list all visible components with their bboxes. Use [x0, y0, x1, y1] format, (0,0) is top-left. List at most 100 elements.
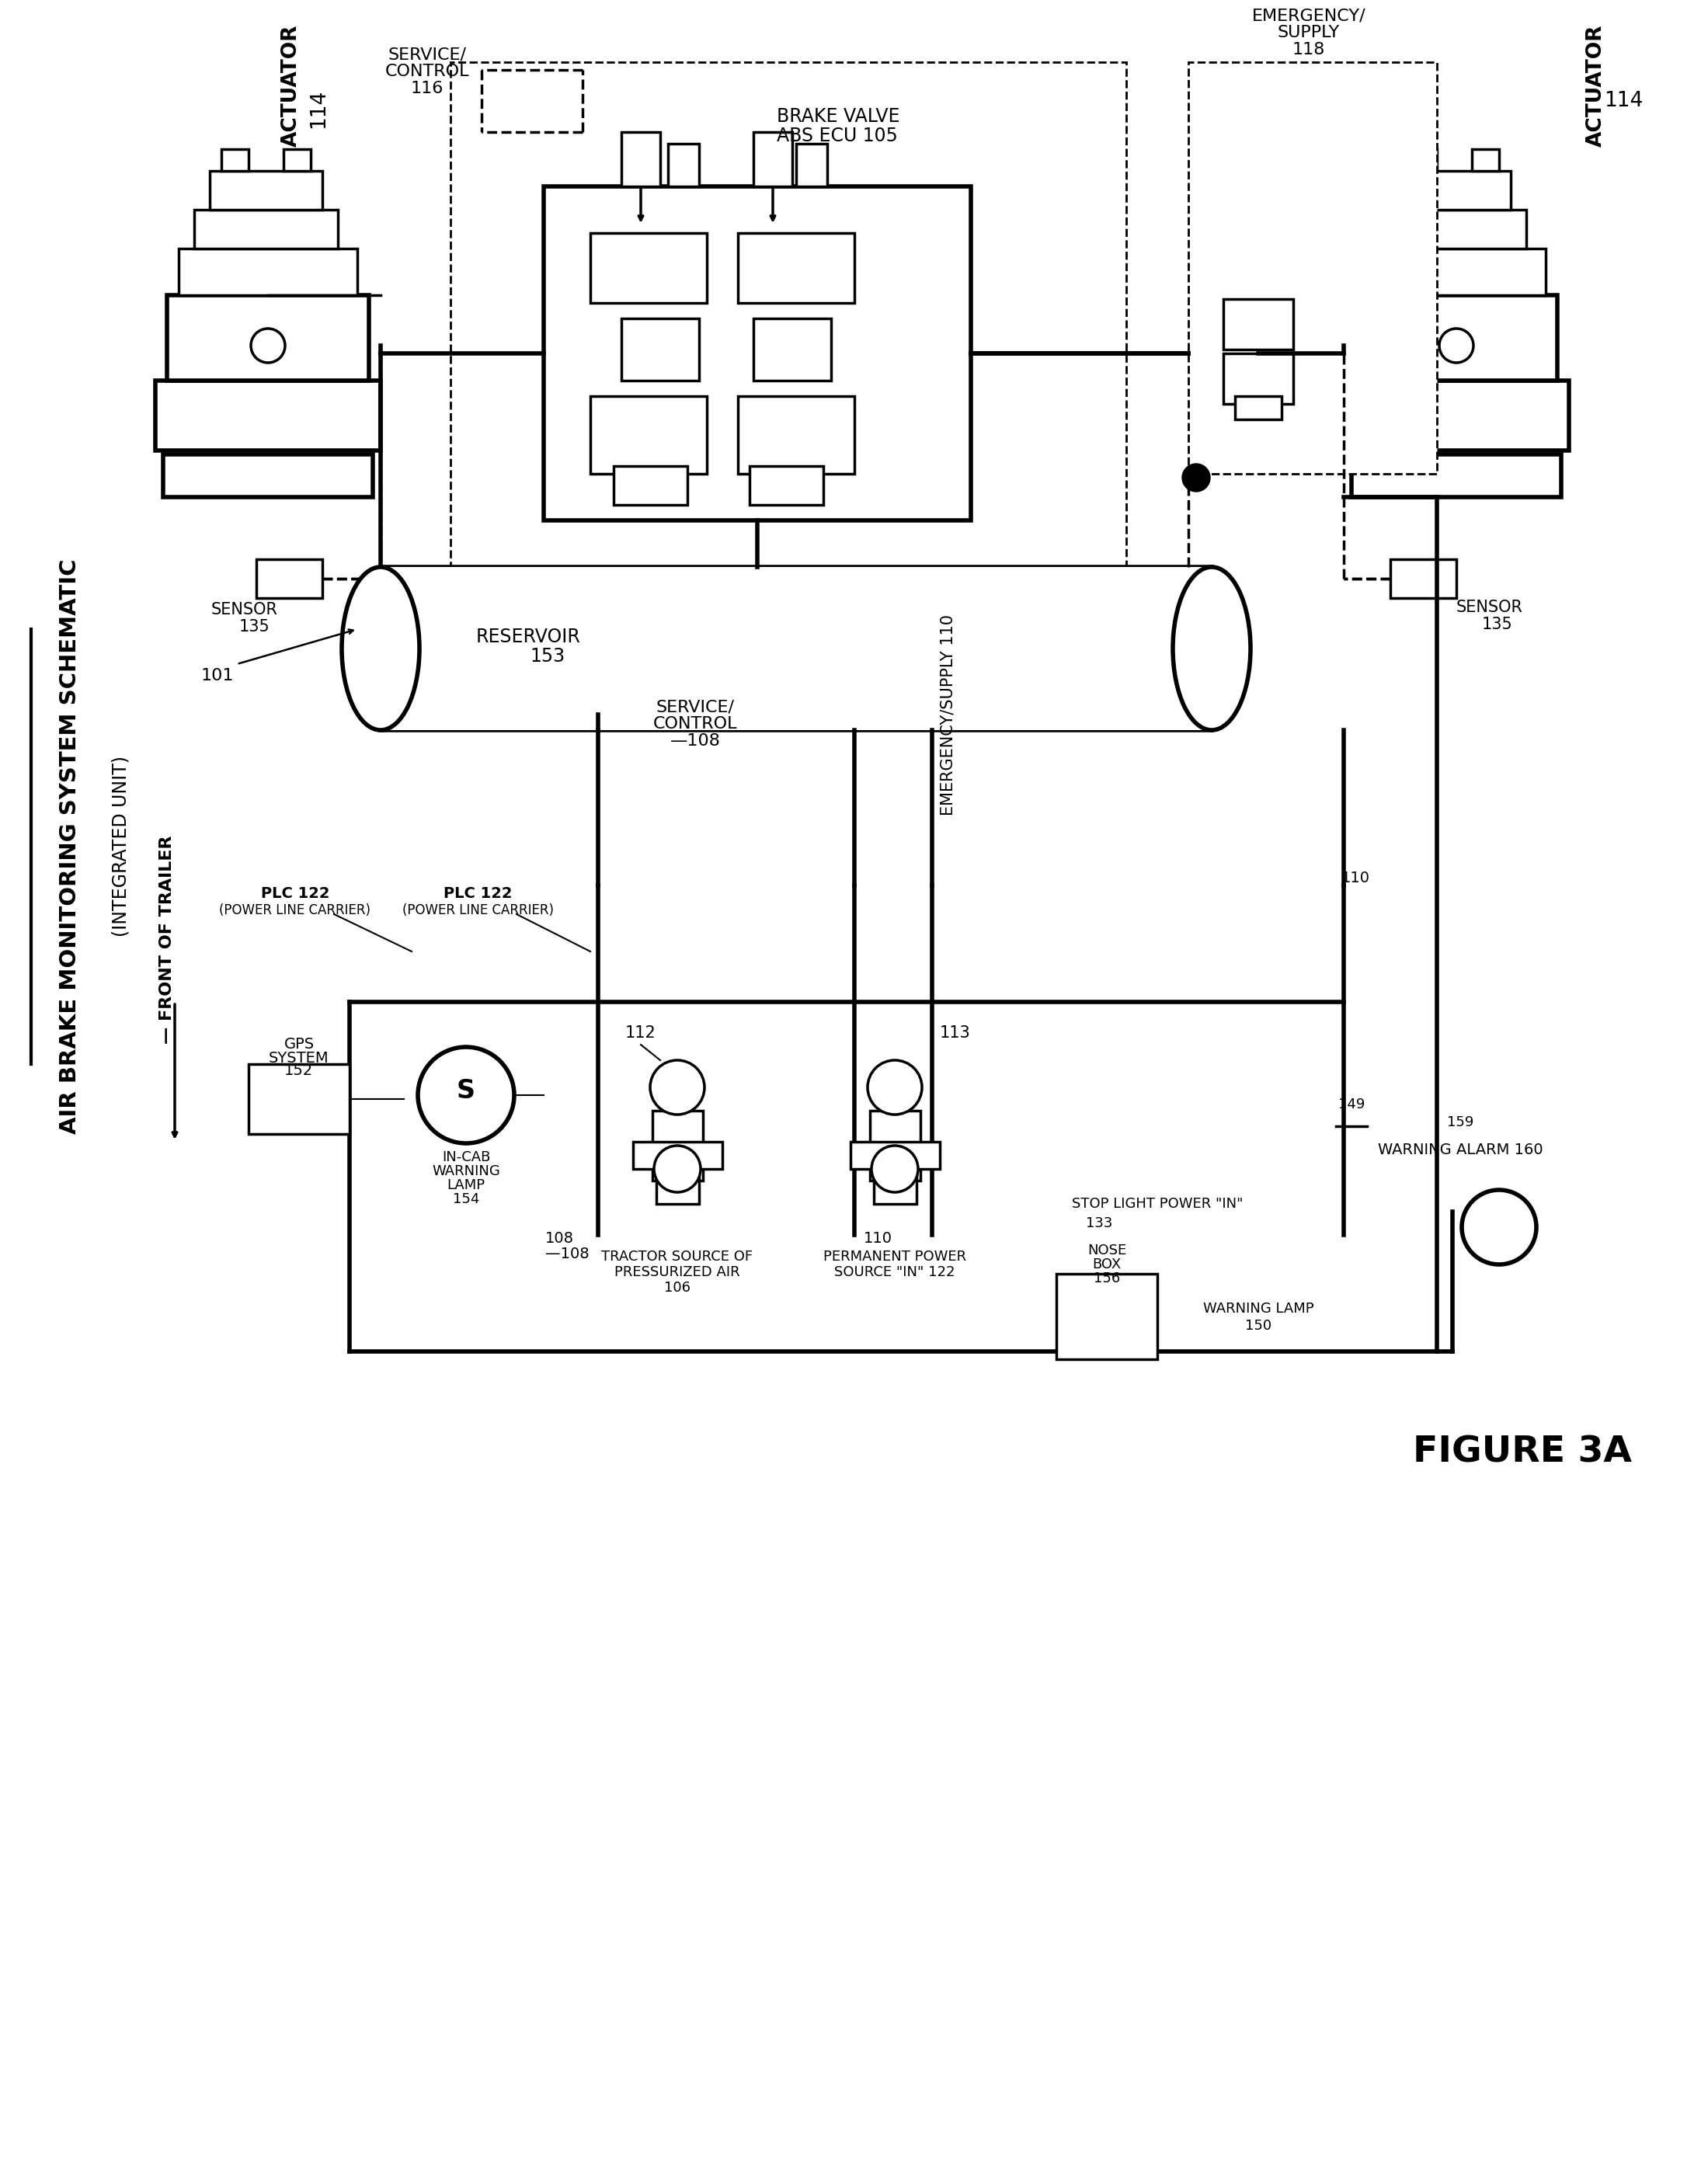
Text: PLC 122: PLC 122 [444, 886, 512, 901]
Text: NOSE: NOSE [1088, 1244, 1126, 1257]
Bar [1189, 63, 1436, 475]
Text: ACTUATOR: ACTUATOR [282, 24, 301, 147]
Text: SENSOR: SENSOR [1457, 600, 1524, 615]
Text: 135: 135 [1483, 618, 1513, 633]
Text: ACTUATOR: ACTUATOR [1587, 24, 1606, 147]
Bar [1235, 397, 1281, 420]
Text: 152: 152 [285, 1064, 314, 1079]
Text: 110: 110 [1341, 871, 1370, 884]
Text: EMERGENCY/SUPPLY 110: EMERGENCY/SUPPLY 110 [939, 613, 955, 815]
Text: 112: 112 [625, 1025, 656, 1040]
Bar [1223, 299, 1293, 349]
Text: 116: 116 [410, 80, 444, 95]
Text: STOP LIGHT POWER "IN": STOP LIGHT POWER "IN" [1071, 1196, 1243, 1211]
Bar [162, 455, 372, 496]
Text: FIGURE 3A: FIGURE 3A [1413, 1435, 1631, 1469]
Bar [1390, 559, 1457, 598]
Bar [451, 63, 1126, 568]
Bar [1366, 249, 1546, 295]
Circle shape [1440, 329, 1474, 362]
Text: WARNING LAMP: WARNING LAMP [1202, 1302, 1313, 1315]
Bar [179, 249, 357, 295]
Text: 135: 135 [239, 620, 270, 635]
Text: SENSOR: SENSOR [212, 602, 278, 618]
Text: 108: 108 [545, 1231, 574, 1246]
Bar [210, 171, 323, 210]
Bar [753, 132, 793, 186]
Text: SUPPLY: SUPPLY [1278, 24, 1341, 41]
Bar [591, 234, 707, 303]
Circle shape [868, 1060, 922, 1114]
Text: S: S [456, 1079, 475, 1103]
Bar [284, 150, 311, 171]
Text: BRAKE VALVE: BRAKE VALVE [777, 106, 900, 126]
Circle shape [1182, 464, 1211, 492]
Bar [874, 1177, 917, 1205]
Text: 133: 133 [1086, 1216, 1112, 1231]
Text: —108: —108 [670, 732, 721, 750]
Ellipse shape [1173, 568, 1250, 730]
Circle shape [1462, 1190, 1535, 1266]
Text: 156: 156 [1093, 1272, 1120, 1285]
Text: AIR BRAKE MONITORING SYSTEM SCHEMATIC: AIR BRAKE MONITORING SYSTEM SCHEMATIC [60, 559, 80, 1133]
Bar [869, 1112, 921, 1181]
Bar [738, 234, 854, 303]
Bar [256, 559, 323, 598]
Bar [591, 397, 707, 475]
Bar [1472, 150, 1500, 171]
Bar [249, 1064, 350, 1133]
Text: 114: 114 [1604, 91, 1643, 111]
Text: 110: 110 [863, 1231, 892, 1246]
Text: 114: 114 [309, 89, 328, 128]
Bar [1399, 171, 1510, 210]
Text: RESERVOIR: RESERVOIR [477, 628, 581, 646]
Bar [750, 466, 823, 505]
Text: TRACTOR SOURCE OF: TRACTOR SOURCE OF [601, 1250, 753, 1263]
Circle shape [251, 329, 285, 362]
Bar [1056, 1274, 1158, 1359]
Text: (POWER LINE CARRIER): (POWER LINE CARRIER) [219, 904, 371, 917]
Bar [668, 143, 699, 186]
Text: 106: 106 [664, 1281, 690, 1294]
Bar [1223, 353, 1293, 403]
Bar [1409, 150, 1436, 171]
Bar [1382, 210, 1527, 249]
Text: —108: —108 [545, 1246, 589, 1261]
Bar [613, 466, 687, 505]
Text: EMERGENCY/: EMERGENCY/ [1252, 9, 1366, 24]
Text: WARNING: WARNING [432, 1164, 500, 1179]
Text: WARNING ALARM 160: WARNING ALARM 160 [1378, 1142, 1542, 1157]
Text: BOX: BOX [1093, 1257, 1120, 1272]
Text: 153: 153 [529, 648, 565, 665]
Bar [222, 150, 249, 171]
Bar [1356, 295, 1558, 381]
Bar [195, 210, 338, 249]
Text: SERVICE/: SERVICE/ [388, 48, 466, 63]
Bar [1344, 381, 1570, 451]
Bar [543, 186, 970, 520]
Bar [622, 319, 699, 381]
Bar [851, 1142, 939, 1168]
Text: PRESSURIZED AIR: PRESSURIZED AIR [615, 1266, 740, 1279]
Bar [634, 1142, 722, 1168]
Text: 149: 149 [1337, 1097, 1365, 1112]
Text: SYSTEM: SYSTEM [268, 1051, 330, 1066]
Bar [656, 1177, 699, 1205]
Text: SERVICE/: SERVICE/ [656, 700, 734, 715]
Text: IN-CAB: IN-CAB [442, 1151, 490, 1164]
Bar [796, 143, 827, 186]
Text: 159: 159 [1447, 1116, 1474, 1129]
Circle shape [871, 1146, 919, 1192]
Text: SOURCE "IN" 122: SOURCE "IN" 122 [835, 1266, 955, 1279]
Text: 150: 150 [1245, 1320, 1271, 1333]
Text: PLC 122: PLC 122 [261, 886, 330, 901]
Text: 101: 101 [202, 667, 234, 683]
Bar [753, 319, 832, 381]
Text: 118: 118 [1293, 41, 1325, 59]
Circle shape [651, 1060, 704, 1114]
Bar [1351, 455, 1561, 496]
Ellipse shape [342, 568, 420, 730]
Text: GPS: GPS [284, 1038, 314, 1051]
Text: — FRONT OF TRAILER: — FRONT OF TRAILER [159, 836, 174, 1044]
Bar [622, 132, 661, 186]
